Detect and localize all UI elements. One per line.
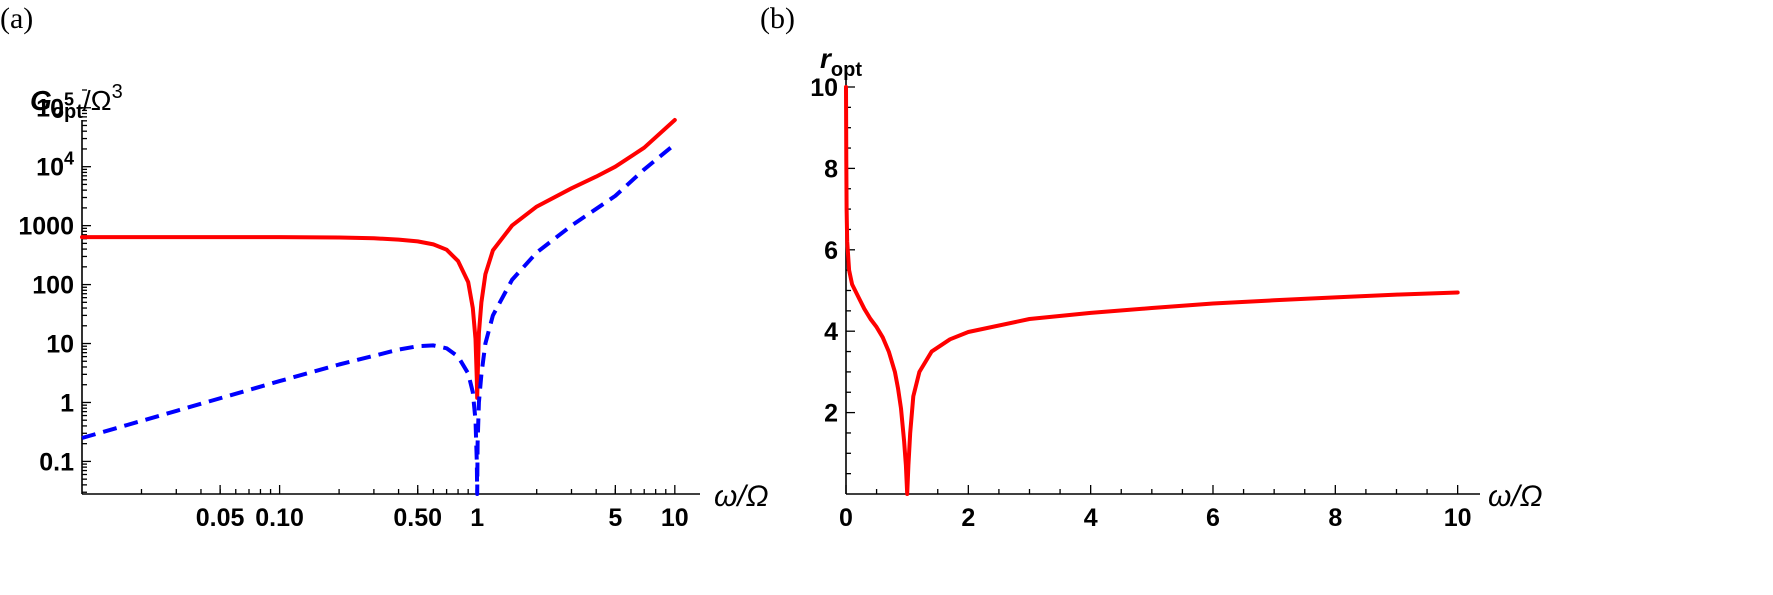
panel-a-x-tick-label-2: 0.50 [393, 504, 442, 532]
panel-b-series [844, 85, 1460, 496]
panel-b-y-tick-label-1-base: 4 [824, 318, 838, 346]
panel-a-y-tick-label-6: 105 [36, 90, 74, 123]
panel-a-y-tick-label-2: 10 [46, 331, 74, 359]
panel-a-x-tick-label-1: 0.10 [255, 504, 304, 532]
panel-b-x-axis-label: ω/Ω [1488, 480, 1543, 513]
panel-b-x-tick-label-4: 8 [1328, 504, 1342, 532]
panel-b-y-tick-label-4: 10 [810, 74, 838, 102]
panel-b-x-label: ω/Ω [1488, 480, 1543, 513]
panel-a-ticks [82, 89, 676, 494]
panel-a-y-axis-label: Gopt/Ω3 [30, 81, 123, 123]
panel-a-y-tick-label-5-base: 10 [36, 154, 64, 182]
panel-b-y-label-sub: opt [831, 59, 862, 81]
panel-a-y-tick-label-6-exp: 5 [64, 90, 74, 110]
panel-a-y-label-rest: /Ω [83, 85, 112, 116]
panel-a-y-tick-label-5: 104 [36, 149, 74, 182]
panel-a-x-tick-label-3: 1 [470, 504, 484, 532]
panel-b-x-tick-label-2: 4 [1084, 504, 1098, 532]
panel-a-y-tick-label-4: 1000 [18, 213, 74, 241]
panel-a-y-tick-label-1-base: 1 [60, 389, 74, 417]
panel-a-x-tick-label-5: 10 [661, 504, 689, 532]
panel-a-x-tick-label-0: 0.05 [196, 504, 245, 532]
panel-b-x-tick-label-3: 6 [1206, 504, 1220, 532]
panel-b-tick-labels: 0 2 4 6 8 10 2 4 6 8 10 [810, 74, 1471, 532]
panel-a-y-label-sub: opt [52, 101, 83, 123]
panel-a-y-label-main: G [30, 85, 52, 116]
panel-b-y-tick-label-0: 2 [824, 400, 838, 428]
panel-a-chart: (a) Gopt/Ω3 ω/Ω 0.05 0.10 0.50 1 5 100.111010… [0, 2, 769, 532]
panel-a-series-0-line [80, 118, 677, 400]
panel-b-x-tick-label-0: 0 [839, 504, 853, 532]
panel-a-y-tick-label-2-base: 10 [46, 331, 74, 359]
panel-a-series [80, 118, 677, 496]
panel-a-y-tick-label-0-base: 0.1 [39, 448, 74, 476]
panel-b-y-label-main: r [820, 43, 833, 74]
panel-a-label: (a) [0, 2, 33, 35]
panel-b-x-tick-label-1: 2 [961, 504, 975, 532]
panel-a-x-axis-label: ω/Ω [714, 480, 769, 513]
panel-b-y-tick-label-4-base: 10 [810, 74, 838, 102]
panel-b-y-tick-label-0-base: 2 [824, 400, 838, 428]
panel-b-series-0-line [844, 85, 1460, 496]
panel-a-y-tick-label-0: 0.1 [39, 448, 74, 476]
panel-a-y-tick-label-3-base: 100 [32, 272, 74, 300]
panel-b-y-tick-label-2-base: 6 [824, 237, 838, 265]
panel-a-y-tick-label-1: 1 [60, 389, 74, 417]
panel-a-y-tick-label-5-exp: 4 [64, 149, 74, 169]
panel-a-series-1-line [81, 142, 677, 496]
panel-a-y-tick-label-4-base: 1000 [18, 213, 74, 241]
panel-a-y-tick-label-6-base: 10 [36, 95, 64, 123]
panel-b-label: (b) [760, 2, 795, 35]
panel-b-x-tick-label-5: 10 [1444, 504, 1472, 532]
panel-b-y-tick-label-2: 6 [824, 237, 838, 265]
panel-a-x-label: ω/Ω [714, 480, 769, 513]
panel-b-chart: (b) ropt ω/Ω 0 2 4 6 8 10 2 4 6 8 10 [760, 2, 1543, 532]
panel-a-y-tick-label-3: 100 [32, 272, 74, 300]
panel-b-ticks [845, 86, 1459, 494]
panel-b-y-tick-label-3-base: 8 [824, 155, 838, 183]
panel-a-y-label-sup: 3 [112, 81, 123, 103]
panel-b-y-tick-label-3: 8 [824, 155, 838, 183]
panel-b-y-axis-label: ropt [820, 43, 862, 81]
panel-b-y-tick-label-1: 4 [824, 318, 838, 346]
panel-a-x-tick-label-4: 5 [608, 504, 622, 532]
